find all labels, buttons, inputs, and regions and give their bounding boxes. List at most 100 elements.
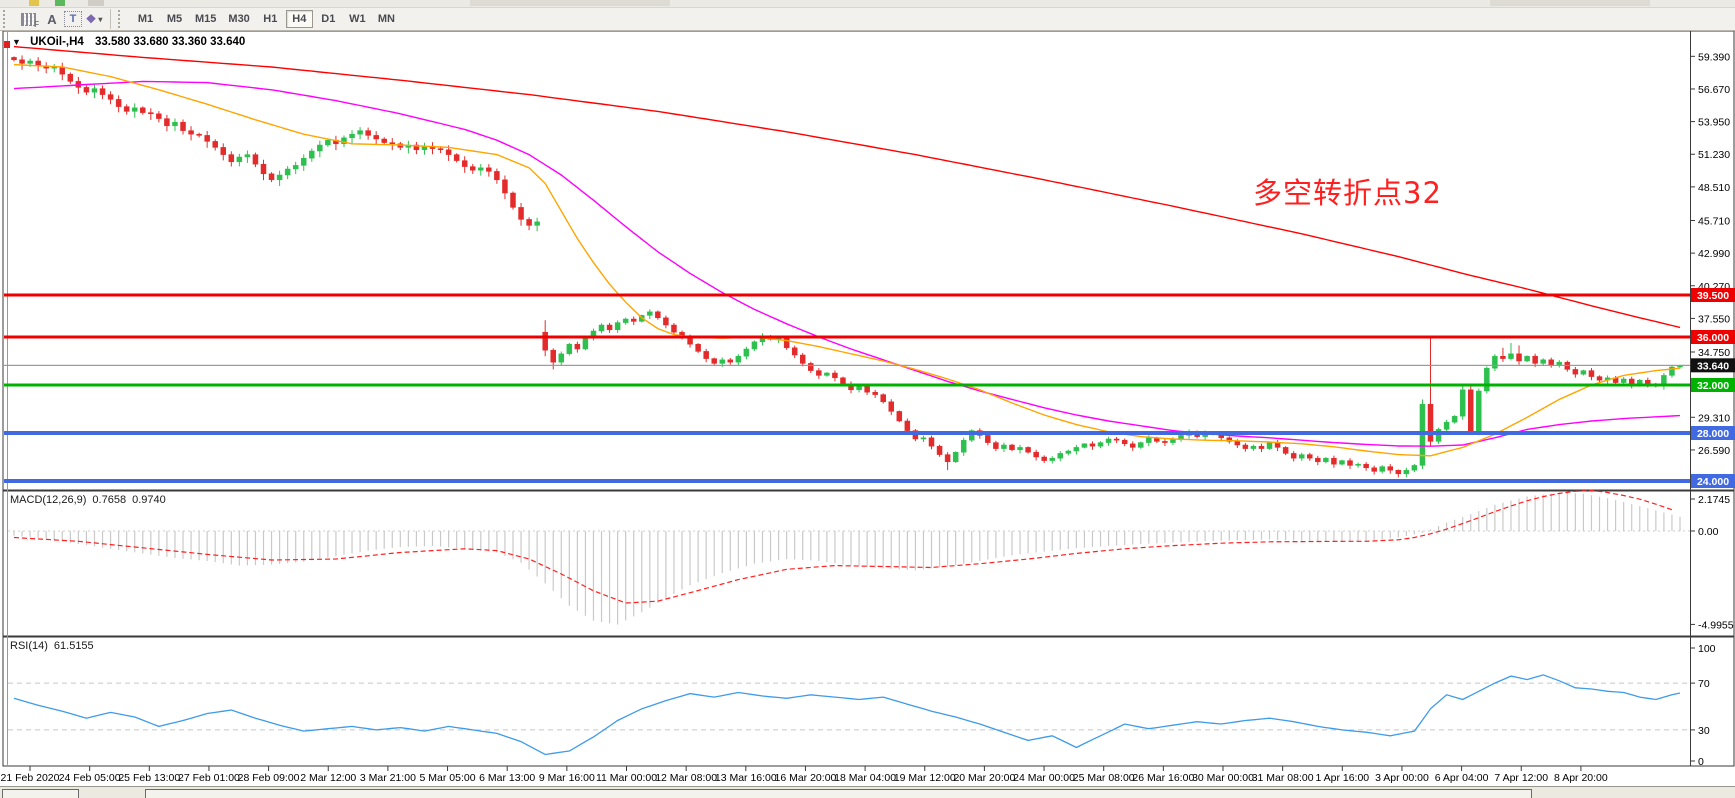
svg-text:19 Mar 12:00: 19 Mar 12:00 [894, 772, 956, 784]
ma-medium-line [13, 80, 1681, 447]
partial-icon [55, 0, 65, 6]
timeframe-button-w1[interactable]: W1 [344, 10, 371, 28]
svg-text:59.390: 59.390 [1698, 51, 1730, 63]
svg-text:2.1745: 2.1745 [1698, 494, 1730, 506]
svg-text:42.990: 42.990 [1698, 248, 1730, 260]
rsi-label: RSI(14) [10, 640, 48, 652]
toolbar-grip[interactable] [3, 10, 13, 28]
chart-annotation-text: 多空转折点32 [1253, 176, 1442, 210]
svg-text:3 Mar 21:00: 3 Mar 21:00 [360, 772, 416, 784]
timeframe-button-h4[interactable]: H4 [285, 10, 313, 28]
rsi-label-row: RSI(14) 61.5155 [10, 640, 100, 652]
svg-text:1 Apr 16:00: 1 Apr 16:00 [1315, 772, 1369, 784]
svg-text:8 Apr 20:00: 8 Apr 20:00 [1554, 772, 1608, 784]
chart-canvas[interactable]: 59.390 56.670 53.950 51.230 48.510 45.710 42.9… [0, 31, 1735, 786]
svg-text:32.000: 32.000 [1697, 380, 1729, 392]
svg-text:25 Mar 08:00: 25 Mar 08:00 [1073, 772, 1135, 784]
svg-text:26.590: 26.590 [1698, 445, 1730, 457]
symbol-dropdown-icon[interactable]: ▼ [12, 37, 21, 47]
timeframe-button-d1[interactable]: D1 [315, 10, 342, 28]
svg-text:6 Apr 04:00: 6 Apr 04:00 [1435, 772, 1489, 784]
label-icon[interactable]: A [47, 11, 57, 27]
svg-text:36.000: 36.000 [1697, 332, 1729, 344]
rsi-line [13, 674, 1681, 756]
svg-text:70: 70 [1698, 678, 1710, 690]
main-chart-panel[interactable] [2, 31, 1735, 491]
price-tag-32.000 [1691, 378, 1735, 392]
svg-text:11 Mar 00:00: 11 Mar 00:00 [596, 772, 657, 784]
price-tag-39.500 [1691, 288, 1735, 302]
svg-text:24 Mar 00:00: 24 Mar 00:00 [1013, 772, 1075, 784]
grid-icon[interactable]: F [16, 9, 40, 29]
bottom-panel-strip [0, 786, 1735, 798]
svg-text:20 Mar 20:00: 20 Mar 20:00 [953, 772, 1015, 784]
toolbar-overflow-row [0, 0, 1735, 8]
partial-icon [88, 0, 104, 6]
timeframe-button-mn[interactable]: MN [373, 10, 400, 28]
svg-text:21 Feb 2020: 21 Feb 2020 [1, 772, 60, 784]
toolbar: F A T ❖ ▾ M1 M5 M15 M30 H1 H4 D1 W1 MN [0, 0, 1735, 31]
macd-histogram [8, 492, 1690, 625]
shapes-icon-glyph: ❖ [85, 12, 97, 26]
svg-text:24.000: 24.000 [1697, 476, 1729, 488]
svg-text:0.00: 0.00 [1698, 526, 1719, 538]
price-tag-28.000 [1691, 426, 1735, 440]
rsi-plot [8, 682, 1690, 731]
svg-text:33.640: 33.640 [1697, 360, 1729, 372]
timeframe-button-m15[interactable]: M15 [190, 10, 221, 28]
svg-text:29.310: 29.310 [1698, 412, 1730, 424]
svg-text:-4.9955: -4.9955 [1698, 619, 1734, 631]
svg-text:27 Feb 01:00: 27 Feb 01:00 [178, 772, 240, 784]
svg-text:26 Mar 16:00: 26 Mar 16:00 [1132, 772, 1194, 784]
svg-text:6 Mar 13:00: 6 Mar 13:00 [479, 772, 535, 784]
macd-label: MACD(12,26,9) [10, 494, 87, 506]
timeframe-button-m30[interactable]: M30 [223, 10, 254, 28]
partial-icon [470, 0, 670, 6]
timeframe-button-m1[interactable]: M1 [132, 10, 159, 28]
svg-text:30 Mar 00:00: 30 Mar 00:00 [1192, 772, 1254, 784]
grid-icon-letter: F [34, 20, 39, 29]
timeframe-toolbar: M1 M5 M15 M30 H1 H4 D1 W1 MN [131, 10, 401, 28]
svg-text:13 Mar 16:00: 13 Mar 16:00 [715, 772, 777, 784]
price-axis[interactable]: 59.390 56.670 53.950 51.230 48.510 45.710 42.9… [1690, 31, 1735, 768]
toolbar-grip[interactable] [118, 10, 128, 28]
grid-icon-glyph [20, 12, 36, 26]
svg-text:51.230: 51.230 [1698, 149, 1730, 161]
ma-fast-line [13, 63, 1681, 457]
svg-text:100: 100 [1698, 643, 1716, 655]
rsi-panel[interactable] [2, 636, 1735, 767]
svg-text:28 Feb 09:00: 28 Feb 09:00 [238, 772, 300, 784]
partial-icon [1490, 0, 1650, 6]
toolbar-separator [110, 9, 111, 29]
svg-text:18 Mar 04:00: 18 Mar 04:00 [834, 772, 896, 784]
svg-text:56.670: 56.670 [1698, 84, 1730, 96]
svg-text:12 Mar 08:00: 12 Mar 08:00 [655, 772, 717, 784]
svg-text:53.950: 53.950 [1698, 117, 1730, 129]
svg-text:0: 0 [1698, 756, 1704, 768]
timeframe-button-m5[interactable]: M5 [161, 10, 188, 28]
svg-text:45.710: 45.710 [1698, 215, 1730, 227]
chart-ohlc: 33.580 33.680 33.360 33.640 [95, 36, 246, 48]
svg-text:24 Feb 05:00: 24 Feb 05:00 [59, 772, 121, 784]
bottom-panel-fragment [2, 789, 79, 798]
price-tag-33.640 [1691, 358, 1735, 373]
chart-left-marker [4, 41, 10, 48]
svg-text:2 Mar 12:00: 2 Mar 12:00 [300, 772, 356, 784]
svg-text:37.550: 37.550 [1698, 313, 1730, 325]
macd-value-1: 0.7658 [92, 494, 127, 506]
dropdown-caret-icon[interactable]: ▾ [98, 14, 103, 24]
svg-text:39.500: 39.500 [1697, 290, 1729, 302]
svg-text:3 Apr 00:00: 3 Apr 00:00 [1375, 772, 1429, 784]
svg-text:31 Mar 08:00: 31 Mar 08:00 [1252, 772, 1314, 784]
macd-panel[interactable] [2, 490, 1735, 637]
svg-text:34.750: 34.750 [1698, 347, 1730, 359]
text-icon[interactable]: T [64, 11, 82, 27]
svg-text:48.510: 48.510 [1698, 182, 1730, 194]
partial-icon [29, 0, 39, 6]
shapes-icon[interactable]: ❖ ▾ [82, 9, 106, 29]
macd-value-2: 0.9740 [132, 494, 166, 506]
timeframe-button-h1[interactable]: H1 [257, 10, 284, 28]
svg-text:7 Apr 12:00: 7 Apr 12:00 [1494, 772, 1548, 784]
